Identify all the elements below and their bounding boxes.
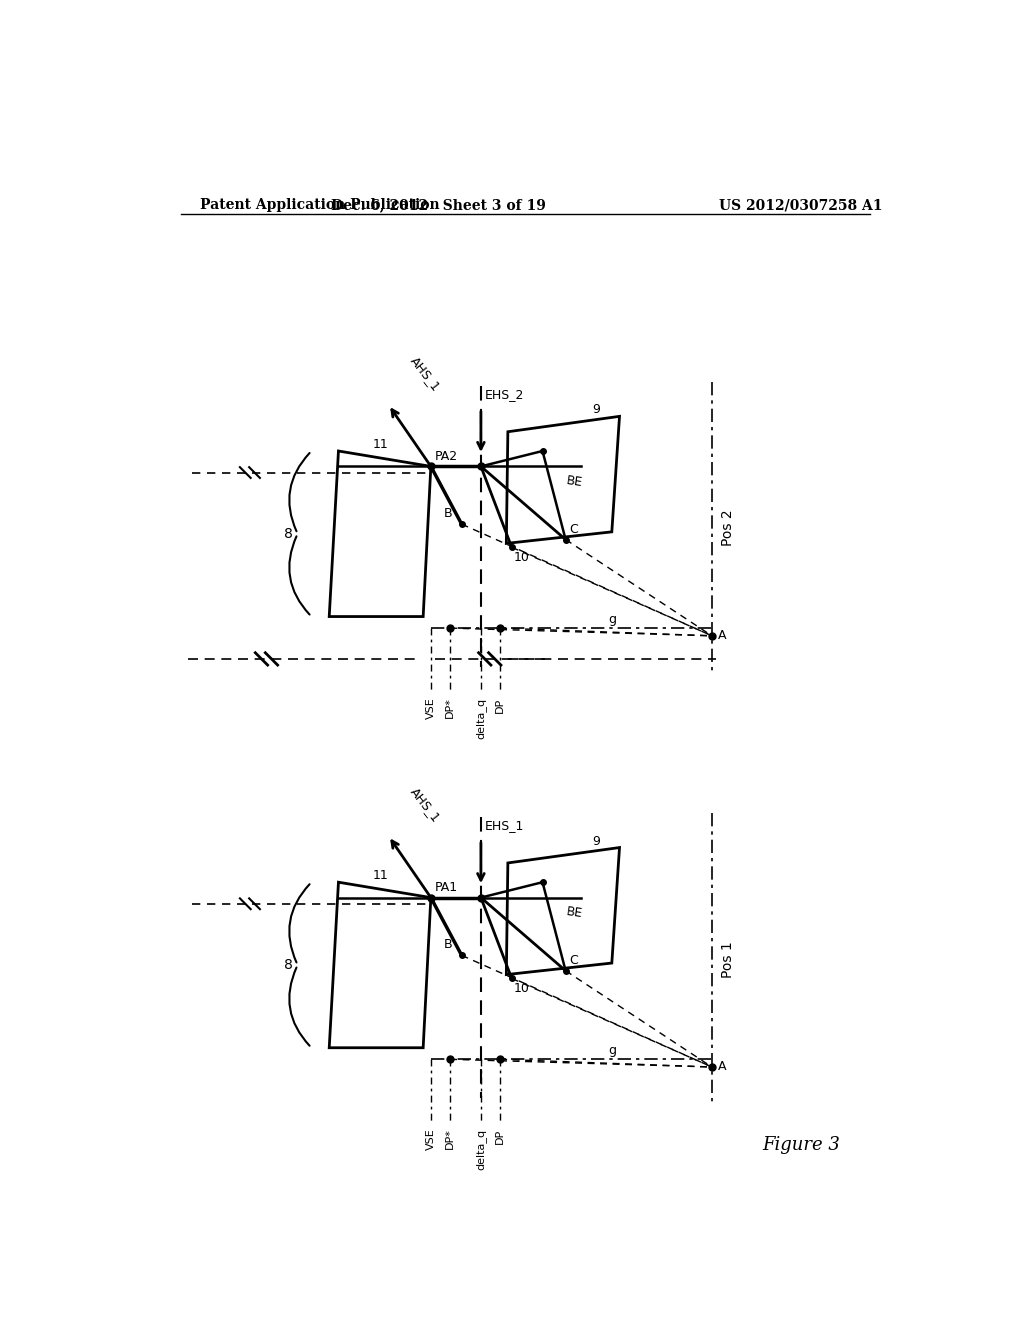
Text: VSE: VSE (426, 1129, 436, 1150)
Text: DP: DP (496, 1129, 505, 1144)
Text: 10: 10 (514, 552, 529, 564)
Text: delta_q: delta_q (475, 697, 486, 738)
Text: A: A (718, 630, 727, 643)
Text: PA2: PA2 (435, 450, 458, 462)
Text: C: C (569, 523, 579, 536)
Text: DP*: DP* (445, 1129, 455, 1150)
Text: g: g (608, 612, 616, 626)
Text: 9: 9 (593, 834, 600, 847)
Text: US 2012/0307258 A1: US 2012/0307258 A1 (719, 198, 883, 213)
Text: Dec. 6, 2012   Sheet 3 of 19: Dec. 6, 2012 Sheet 3 of 19 (331, 198, 546, 213)
Text: AHS_1: AHS_1 (408, 354, 442, 393)
Text: DP*: DP* (445, 697, 455, 718)
Text: PA1: PA1 (435, 880, 458, 894)
Text: g: g (608, 1044, 616, 1057)
Text: 8: 8 (284, 958, 293, 972)
Text: BE: BE (565, 474, 584, 490)
Text: C: C (569, 954, 579, 966)
Text: delta_q: delta_q (475, 1129, 486, 1170)
Text: Pos 2: Pos 2 (721, 510, 735, 546)
Text: B: B (443, 507, 453, 520)
Text: A: A (718, 1060, 727, 1073)
Text: 10: 10 (514, 982, 529, 995)
Text: AHS_1: AHS_1 (408, 785, 442, 825)
Text: Patent Application Publication: Patent Application Publication (200, 198, 439, 213)
Text: EHS_2: EHS_2 (484, 388, 524, 401)
Text: 8: 8 (284, 527, 293, 541)
Text: DP: DP (496, 697, 505, 713)
Text: B: B (443, 939, 453, 952)
Text: 11: 11 (373, 869, 388, 882)
Text: Figure 3: Figure 3 (762, 1137, 840, 1154)
Text: 11: 11 (373, 438, 388, 451)
Text: VSE: VSE (426, 697, 436, 719)
Text: BE: BE (565, 906, 584, 920)
Text: Pos 1: Pos 1 (721, 941, 735, 978)
Text: EHS_1: EHS_1 (484, 820, 524, 832)
Text: 9: 9 (593, 404, 600, 416)
